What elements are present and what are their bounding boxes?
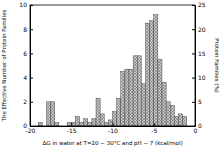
tick: 4	[23, 74, 33, 81]
histogram-bar	[55, 122, 59, 126]
tick-label: -15	[67, 127, 77, 134]
histogram-bar	[108, 120, 112, 126]
histogram-bar	[104, 122, 108, 126]
tick-label: 6	[23, 50, 27, 57]
histogram-bar	[84, 119, 88, 126]
tick: -10	[108, 123, 118, 134]
y2-axis: 0 5 10 15 20 25	[192, 1, 206, 129]
tick-label: 10	[19, 1, 27, 8]
histogram-bar	[174, 116, 178, 126]
tick-label: 4	[23, 74, 27, 81]
histogram-bar	[166, 102, 170, 126]
tick-label: 2	[23, 98, 27, 105]
tick-label: 0	[194, 127, 198, 134]
histogram-bar	[125, 69, 129, 126]
tick-label: -10	[108, 127, 118, 134]
histogram-bar	[129, 69, 133, 126]
x-axis-title: ΔG in water at T=20 ~ 30°C and pH ~ 7 (k…	[42, 140, 182, 147]
plot-frame	[30, 5, 195, 126]
tick-label: 20	[198, 26, 206, 33]
histogram-bar	[183, 116, 187, 126]
histogram-bar	[162, 82, 166, 126]
histogram-bar	[154, 15, 158, 126]
histogram-bar	[88, 122, 92, 126]
histogram-bar	[137, 56, 141, 126]
tick-mark	[30, 53, 33, 54]
histogram-bar	[71, 122, 75, 126]
histogram-bar	[150, 21, 154, 126]
plot: -20-15-10-5002468100510152025	[19, 1, 205, 134]
tick: 20	[192, 26, 206, 33]
histogram-bar	[67, 122, 71, 126]
histogram-bar	[80, 122, 84, 126]
tick: 2	[23, 98, 33, 105]
tick-label: 8	[23, 26, 27, 33]
histogram-bar	[117, 98, 121, 126]
histogram-bar	[158, 59, 162, 126]
tick: -5	[151, 123, 157, 134]
tick-label: -5	[151, 127, 157, 134]
y2-axis-title: Protein Families (%)	[214, 38, 219, 93]
tick-label: 5	[198, 98, 202, 105]
chart: -20-15-10-5002468100510152025ΔG in water…	[0, 0, 219, 148]
tick: 5	[192, 98, 202, 105]
histogram-bar	[92, 119, 96, 126]
histogram-bar	[121, 72, 125, 126]
histogram-bar	[170, 105, 174, 126]
tick-label: 0	[23, 122, 27, 129]
tick-label: 25	[198, 1, 206, 8]
tick-mark	[192, 53, 195, 54]
tick-label: 15	[198, 50, 206, 57]
tick-mark	[30, 29, 33, 30]
tick-label: 10	[198, 74, 206, 81]
bars	[38, 15, 187, 126]
tick-mark	[192, 102, 195, 103]
histogram-bar	[179, 114, 183, 126]
histogram-bar	[47, 102, 51, 126]
tick-mark	[192, 78, 195, 79]
tick-mark	[30, 78, 33, 79]
tick: 15	[192, 50, 206, 57]
tick: 8	[23, 26, 33, 33]
histogram-bar	[51, 102, 55, 126]
tick-mark	[71, 123, 72, 126]
tick: 10	[192, 74, 206, 81]
tick: 6	[23, 50, 33, 57]
histogram-bar	[96, 98, 100, 126]
tick-label: 0	[198, 122, 202, 129]
histogram-bar	[141, 84, 145, 126]
tick-mark	[113, 123, 114, 126]
histogram-bar	[75, 116, 79, 126]
histogram-bar	[38, 122, 42, 126]
tick: -15	[67, 123, 77, 134]
histogram-bar	[133, 56, 137, 126]
y-axis-title: The Effective Number of Protein Families	[1, 9, 7, 122]
y-axis: 0 2 4 6 8 10	[19, 1, 33, 129]
tick-mark	[192, 29, 195, 30]
histogram-bar	[146, 23, 150, 126]
tick-label: -20	[26, 127, 36, 134]
x-axis: -20 -15 -10 -5 0	[26, 123, 198, 134]
tick-mark	[30, 102, 33, 103]
histogram-bar	[113, 111, 117, 126]
histogram-bar	[100, 114, 104, 126]
tick-mark	[154, 123, 155, 126]
